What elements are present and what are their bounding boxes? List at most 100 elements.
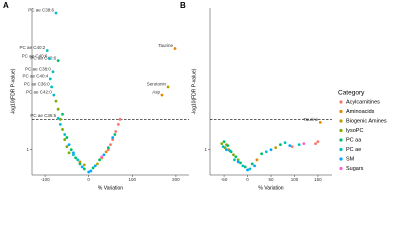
point bbox=[260, 152, 264, 156]
point bbox=[50, 85, 54, 89]
point bbox=[297, 143, 301, 147]
point-label: PC ae C36:5 bbox=[30, 113, 56, 118]
point bbox=[239, 161, 242, 165]
point bbox=[226, 144, 230, 148]
point bbox=[274, 146, 278, 150]
point bbox=[316, 140, 320, 144]
point-label: PC ae C38:0 bbox=[25, 66, 51, 71]
point bbox=[173, 47, 177, 50]
point bbox=[236, 160, 240, 164]
legend-label: Biogenic Amines bbox=[346, 118, 387, 124]
legend-label: Acylcarnitines bbox=[346, 99, 380, 105]
point bbox=[58, 117, 62, 121]
panel-label: A bbox=[3, 1, 9, 10]
point bbox=[82, 167, 86, 171]
legend-swatch bbox=[339, 147, 343, 152]
point bbox=[283, 141, 287, 145]
point bbox=[87, 170, 91, 174]
point-label: PC ae C42:0 bbox=[26, 90, 52, 95]
point bbox=[56, 59, 60, 63]
point bbox=[45, 49, 49, 52]
y-axis-label: -log10(FDR P-value) bbox=[10, 68, 16, 114]
point bbox=[80, 165, 84, 169]
point bbox=[250, 162, 254, 166]
point bbox=[91, 166, 95, 170]
point bbox=[255, 158, 259, 162]
legend-swatch bbox=[339, 100, 343, 104]
point bbox=[48, 77, 52, 81]
point bbox=[160, 93, 164, 97]
point bbox=[111, 136, 115, 139]
point-label: PC ae C40:2 bbox=[19, 45, 45, 50]
point bbox=[318, 120, 322, 124]
point bbox=[93, 164, 97, 168]
point-label: Taurine bbox=[158, 43, 173, 48]
point bbox=[111, 138, 115, 141]
legend-label: Aminoacids bbox=[346, 109, 375, 115]
point bbox=[288, 144, 292, 148]
point bbox=[264, 150, 268, 154]
point bbox=[290, 145, 294, 149]
point bbox=[233, 158, 236, 162]
point bbox=[51, 70, 55, 74]
x-tick-label: 50 bbox=[268, 177, 274, 182]
point bbox=[220, 142, 224, 146]
point bbox=[248, 167, 252, 171]
x-tick-label: -50 bbox=[221, 177, 228, 182]
legend-label: PC ae bbox=[346, 147, 361, 153]
point bbox=[109, 143, 112, 147]
x-axis-label: % Variation bbox=[98, 185, 123, 191]
point bbox=[65, 145, 69, 149]
legend-label: SM bbox=[346, 156, 355, 162]
point bbox=[278, 143, 282, 147]
point-label: PC ae C38:6 bbox=[28, 8, 54, 13]
x-tick-label: -100 bbox=[41, 177, 51, 182]
point bbox=[113, 133, 117, 136]
point bbox=[63, 133, 67, 136]
point bbox=[106, 148, 110, 152]
point bbox=[67, 143, 71, 147]
point bbox=[236, 158, 240, 162]
legend-label: lysoPC bbox=[346, 128, 363, 134]
point bbox=[54, 99, 58, 103]
point bbox=[114, 130, 118, 133]
point bbox=[228, 149, 232, 153]
point bbox=[58, 122, 62, 126]
legend-label: PC aa bbox=[346, 137, 362, 143]
point bbox=[98, 158, 101, 162]
point bbox=[106, 146, 110, 150]
point bbox=[52, 93, 56, 97]
point-label: PC ae C40:6 bbox=[22, 53, 48, 58]
legend-swatch bbox=[339, 157, 343, 161]
point-label: PC ae C36:0 bbox=[24, 82, 50, 87]
legend-title: Category bbox=[338, 90, 365, 97]
point bbox=[61, 128, 64, 131]
point bbox=[69, 148, 73, 152]
point bbox=[118, 117, 122, 121]
point bbox=[67, 151, 71, 155]
point bbox=[302, 142, 306, 146]
point bbox=[76, 158, 80, 162]
figure: A -100 0 100 200 1 % Variation -log10(FDR P-val… bbox=[3, 1, 387, 191]
x-tick-label: 0 bbox=[87, 177, 90, 182]
point bbox=[102, 153, 106, 157]
point bbox=[82, 163, 86, 167]
point bbox=[48, 57, 51, 61]
point bbox=[78, 160, 82, 164]
point bbox=[72, 151, 75, 155]
legend-swatch bbox=[339, 128, 343, 133]
point bbox=[56, 107, 60, 111]
legend-swatch bbox=[339, 166, 343, 171]
point bbox=[232, 153, 235, 157]
legend-label: Sugars bbox=[346, 166, 364, 172]
x-axis-label: % Variation bbox=[258, 185, 283, 191]
point bbox=[269, 148, 273, 152]
point bbox=[72, 153, 75, 157]
point bbox=[65, 136, 69, 139]
point bbox=[234, 155, 238, 159]
panel-label: B bbox=[180, 1, 186, 10]
point bbox=[166, 85, 170, 89]
legend-swatch bbox=[339, 138, 343, 142]
point bbox=[225, 148, 228, 152]
point bbox=[104, 150, 108, 154]
